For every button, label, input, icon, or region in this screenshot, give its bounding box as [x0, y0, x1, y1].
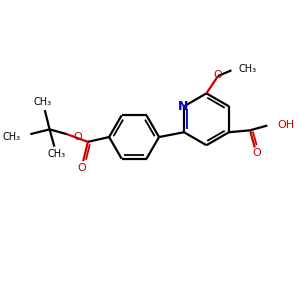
Text: N: N [178, 100, 188, 113]
Text: CH₃: CH₃ [238, 64, 256, 74]
Text: O: O [73, 132, 82, 142]
Text: CH₃: CH₃ [47, 149, 65, 159]
Text: CH₃: CH₃ [3, 132, 21, 142]
Text: OH: OH [277, 120, 294, 130]
Text: O: O [252, 148, 261, 158]
Text: O: O [77, 163, 85, 173]
Text: CH₃: CH₃ [34, 98, 52, 107]
Text: O: O [214, 70, 222, 80]
